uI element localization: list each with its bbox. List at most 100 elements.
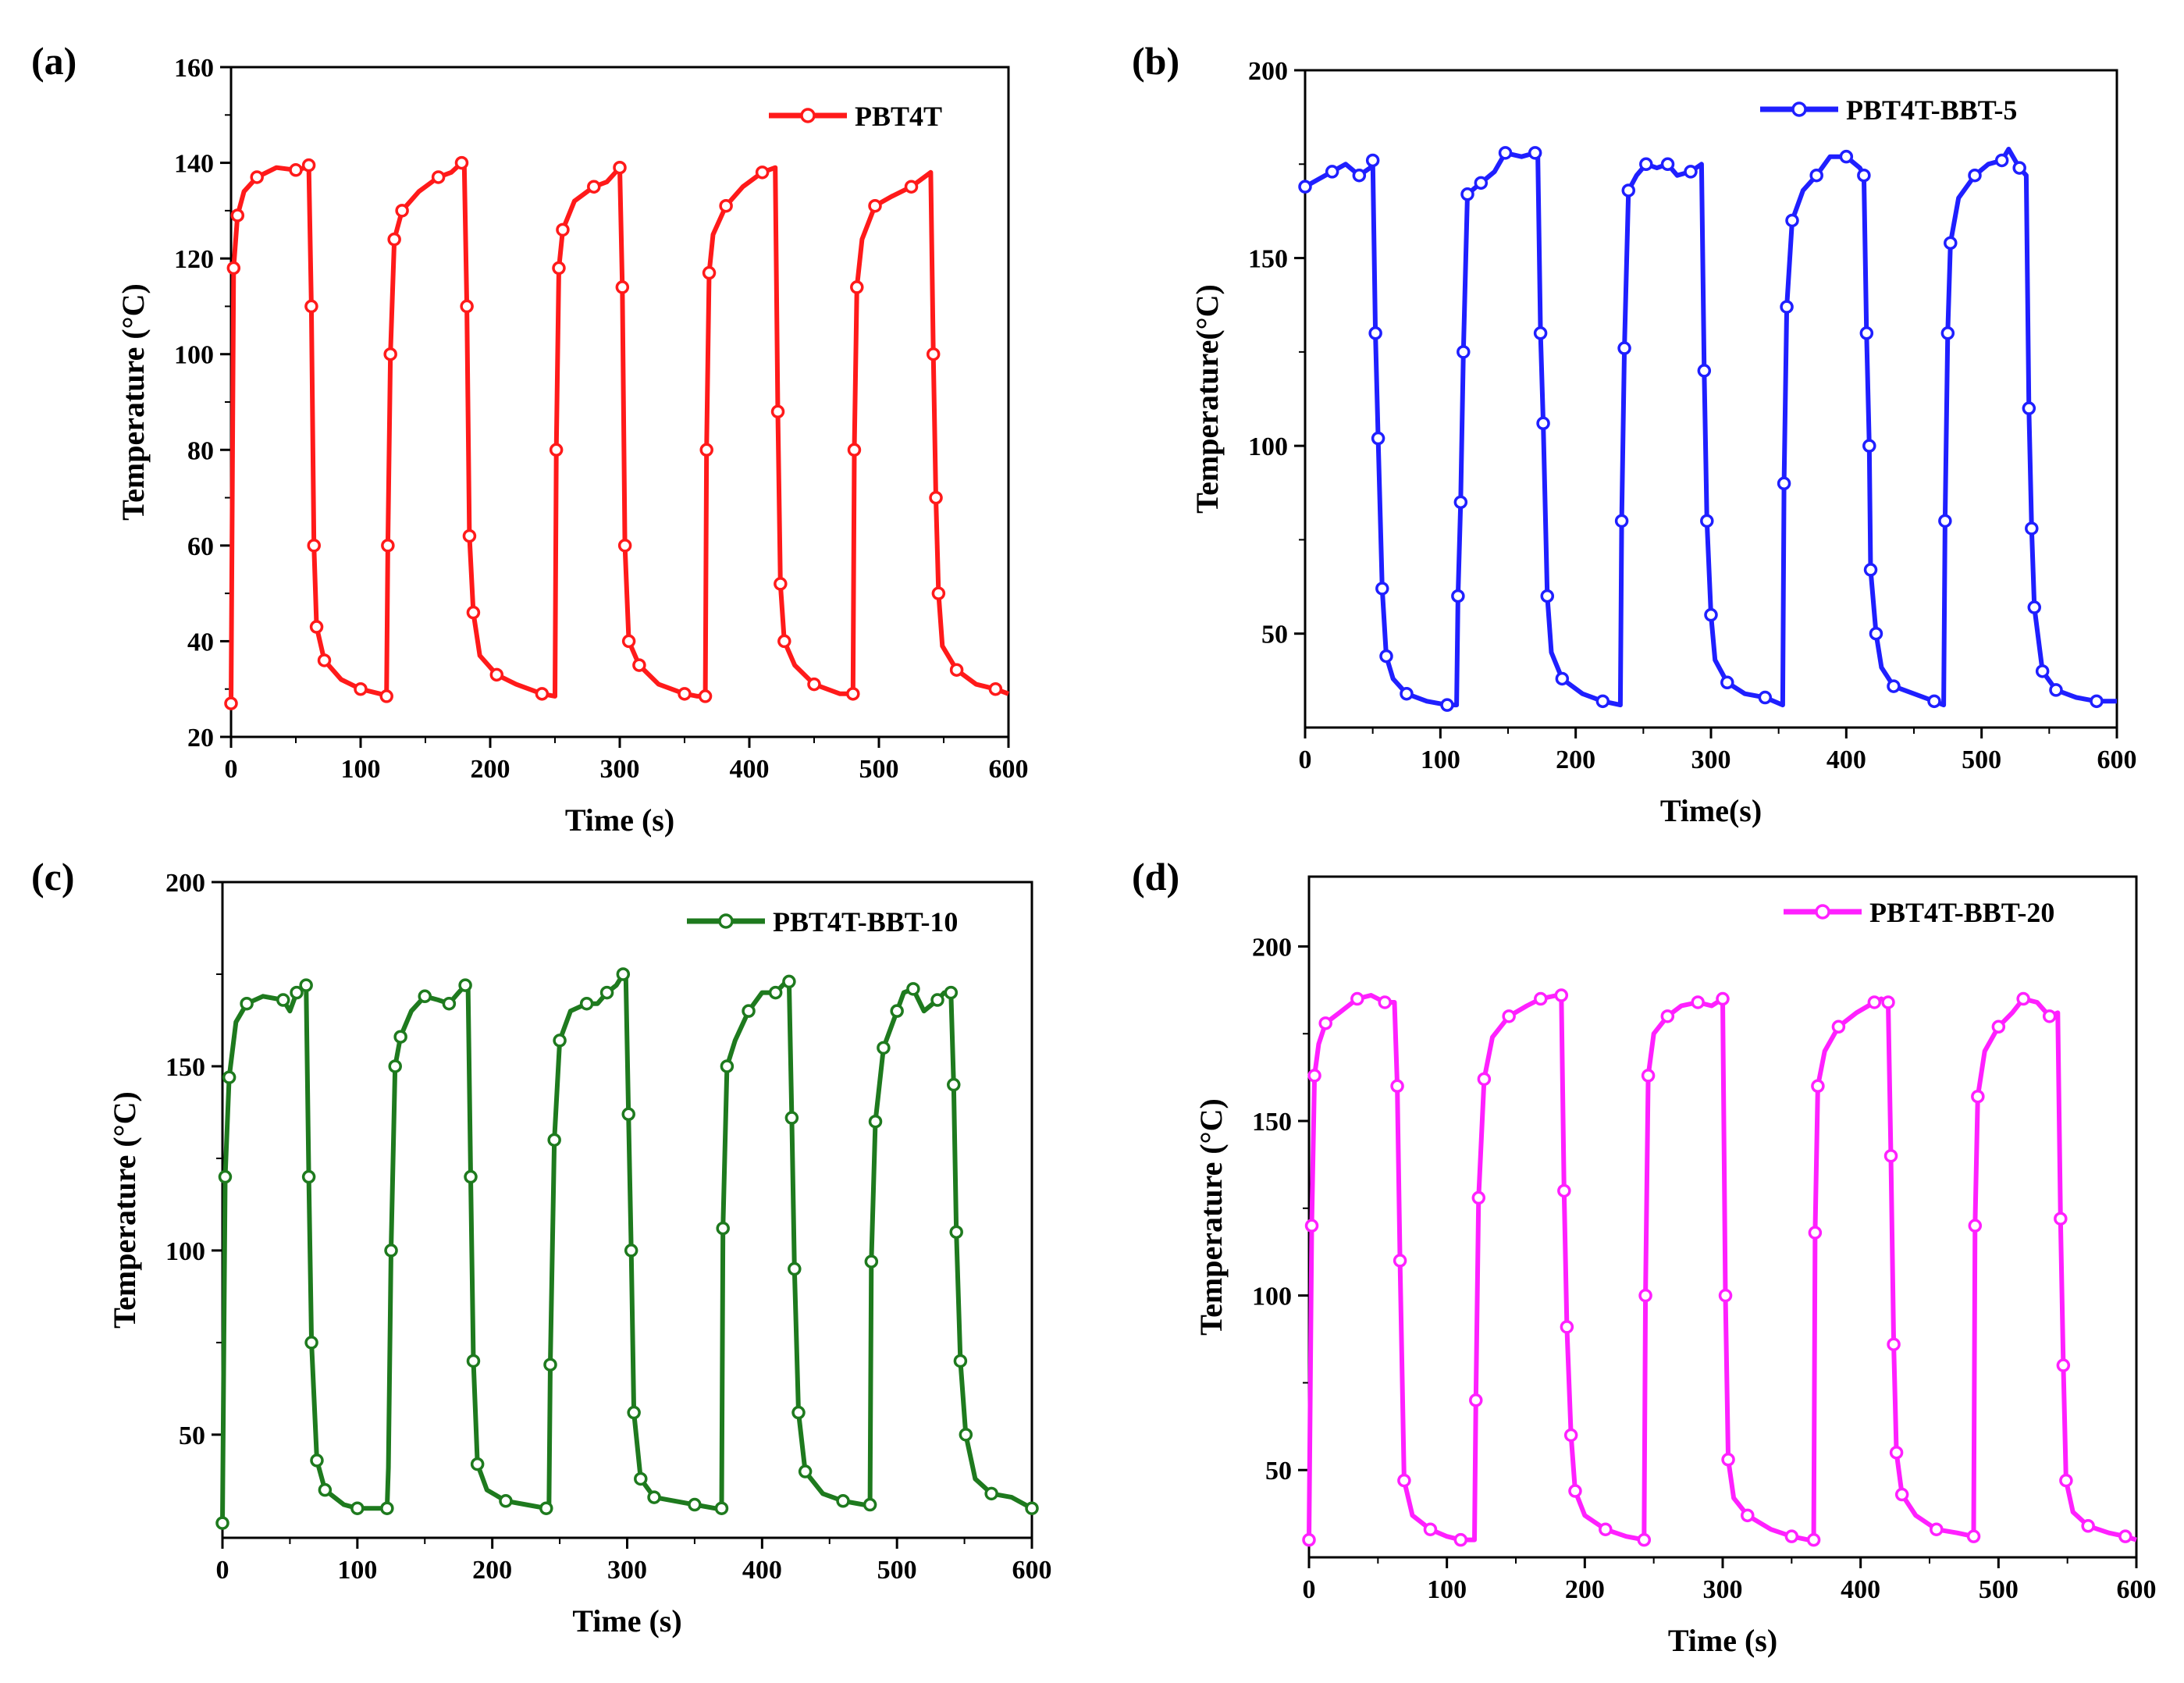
y-tick-label: 60 <box>187 532 214 561</box>
data-point <box>1887 679 1901 693</box>
data-point <box>1930 1522 1944 1536</box>
x-tick-label: 0 <box>1299 745 1312 774</box>
data-point <box>1809 168 1823 183</box>
x-axis-title: Time(s) <box>1660 793 1762 828</box>
data-point <box>470 1457 485 1471</box>
data-point <box>1741 1508 1755 1523</box>
data-point <box>2035 664 2050 678</box>
data-point <box>929 490 943 505</box>
y-tick-label: 200 <box>165 869 205 898</box>
x-tick-label: 200 <box>472 1556 512 1585</box>
data-point <box>1780 300 1794 314</box>
y-tick-label: 100 <box>174 341 214 370</box>
data-point <box>230 208 245 222</box>
data-point <box>489 667 504 682</box>
x-tick-label: 500 <box>1979 1575 2019 1604</box>
data-point <box>1883 1148 1898 1163</box>
data-point <box>556 222 570 237</box>
data-point <box>1700 514 1714 528</box>
data-point <box>617 539 632 553</box>
y-tick-label: 50 <box>1261 621 1288 649</box>
x-tick-label: 500 <box>877 1556 917 1585</box>
data-point <box>868 1114 883 1129</box>
data-point <box>304 1336 318 1350</box>
data-point <box>460 299 474 314</box>
data-point <box>1614 514 1629 528</box>
x-tick-label: 100 <box>1427 1575 1467 1604</box>
data-point <box>1811 1079 1825 1094</box>
y-tick-label: 150 <box>165 1053 205 1082</box>
data-point <box>1474 176 1489 190</box>
data-point <box>1371 431 1385 446</box>
data-point <box>699 443 713 457</box>
data-point <box>2056 1358 2071 1372</box>
panel-label: (c) <box>31 855 75 898</box>
data-point <box>1350 991 1364 1006</box>
data-point <box>2090 694 2104 709</box>
data-point <box>1641 1069 1656 1083</box>
data-point <box>2027 600 2042 614</box>
data-point <box>1599 1522 1613 1536</box>
data-point <box>1862 439 1876 453</box>
y-tick-label: 140 <box>174 150 214 179</box>
data-point <box>1938 514 1952 528</box>
y-tick-label: 50 <box>179 1421 205 1450</box>
data-point <box>1889 1446 1904 1460</box>
data-point <box>310 1454 324 1468</box>
data-point <box>383 347 397 361</box>
data-point <box>1533 326 1548 340</box>
data-point <box>226 261 241 276</box>
data-point <box>1471 1190 1486 1205</box>
data-point <box>547 1133 561 1148</box>
data-point <box>2049 683 2063 697</box>
y-tick-label: 100 <box>1248 432 1288 461</box>
data-point <box>1806 1532 1821 1547</box>
x-tick-label: 600 <box>989 755 1029 784</box>
data-point <box>774 577 788 591</box>
data-point <box>1660 1009 1675 1023</box>
data-point <box>847 443 862 457</box>
data-point <box>798 1464 813 1478</box>
data-point <box>543 1357 557 1372</box>
data-point <box>1617 341 1631 355</box>
data-point <box>1453 1532 1468 1547</box>
data-point <box>944 985 959 1000</box>
data-point <box>290 985 304 1000</box>
panel-label: (a) <box>31 39 76 83</box>
data-point <box>904 180 919 194</box>
data-point <box>2118 1529 2132 1543</box>
data-point <box>1691 995 1705 1009</box>
y-tick-label: 50 <box>1265 1457 1292 1486</box>
y-tick-label: 40 <box>187 628 214 656</box>
data-point <box>1560 1320 1574 1334</box>
data-point <box>1390 1079 1404 1094</box>
data-point <box>2081 1519 2095 1533</box>
data-point <box>393 1030 407 1044</box>
data-point <box>864 1254 879 1268</box>
data-point <box>1379 649 1393 664</box>
data-point <box>782 974 796 989</box>
x-tick-label: 0 <box>1303 1575 1316 1604</box>
data-point <box>1555 671 1570 686</box>
data-point <box>1966 1529 1981 1543</box>
data-point <box>309 620 324 634</box>
data-point <box>553 1034 567 1048</box>
x-axis-title: Time (s) <box>572 1603 681 1639</box>
data-point <box>953 1354 968 1368</box>
y-axis-title: Temperature(°C) <box>1190 284 1225 514</box>
data-point <box>1881 995 1895 1009</box>
data-point <box>621 634 636 649</box>
data-point <box>930 993 944 1007</box>
data-point <box>1536 416 1550 431</box>
data-point <box>218 1169 233 1184</box>
data-point <box>1637 1532 1652 1547</box>
x-axis-title: Time (s) <box>1668 1623 1777 1658</box>
data-point <box>621 1107 635 1122</box>
data-point <box>307 539 321 553</box>
legend-label: PBT4T-BBT-10 <box>773 906 958 938</box>
data-point <box>240 996 254 1011</box>
data-point <box>1318 1016 1332 1030</box>
data-point <box>354 681 368 696</box>
x-tick-label: 400 <box>730 755 770 784</box>
data-point <box>2025 521 2039 536</box>
